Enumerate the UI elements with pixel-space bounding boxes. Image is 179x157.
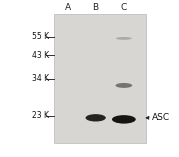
Text: B: B bbox=[93, 3, 99, 12]
Text: 43 K: 43 K bbox=[32, 51, 49, 60]
Text: 55 K: 55 K bbox=[32, 32, 49, 41]
Text: C: C bbox=[121, 3, 127, 12]
Bar bbox=[54, 14, 146, 143]
Ellipse shape bbox=[86, 114, 106, 122]
Text: A: A bbox=[65, 3, 71, 12]
Text: 23 K: 23 K bbox=[32, 111, 49, 120]
Text: 34 K: 34 K bbox=[32, 74, 49, 83]
Ellipse shape bbox=[116, 37, 132, 40]
Ellipse shape bbox=[115, 83, 132, 88]
Ellipse shape bbox=[112, 115, 136, 124]
Text: ASC: ASC bbox=[152, 113, 170, 122]
